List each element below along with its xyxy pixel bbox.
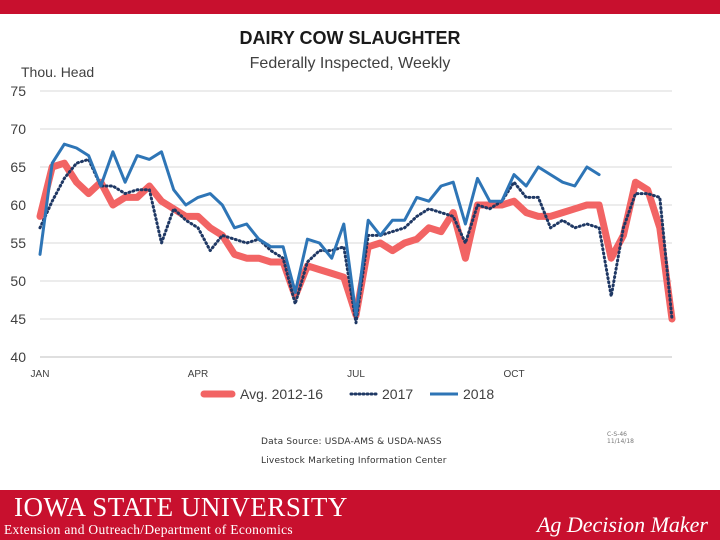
axis-ticks: 75 70 65 60 55 50 45 40 JAN APR JUL OCT	[10, 83, 524, 380]
x-tick-label: OCT	[503, 369, 524, 380]
data-source: Data Source: USDA-AMS & USDA-NASS	[261, 437, 442, 447]
y-tick-label: 50	[10, 273, 26, 289]
chart-code: C-S-46	[607, 431, 627, 438]
y-tick-label: 40	[10, 349, 26, 365]
y-tick-label: 70	[10, 121, 26, 137]
top-brand-bar	[0, 0, 720, 14]
series-line-avg	[36, 159, 676, 323]
gridlines	[40, 90, 672, 358]
y-tick-label: 65	[10, 159, 26, 175]
series-line-2017	[38, 157, 674, 325]
legend-label-avg: Avg. 2012-16	[240, 386, 323, 402]
legend-label-2018: 2018	[463, 386, 494, 402]
brand-name: Ag Decision Maker	[536, 512, 708, 537]
chart: DAIRY COW SLAUGHTER Federally Inspected,…	[10, 28, 676, 402]
data-source-org: Livestock Marketing Information Center	[261, 456, 447, 466]
legend-label-2017: 2017	[382, 386, 413, 402]
y-tick-label: 45	[10, 311, 26, 327]
y-tick-label: 75	[10, 83, 26, 99]
x-tick-label: APR	[188, 369, 209, 380]
chart-title: DAIRY COW SLAUGHTER	[239, 28, 460, 48]
series-lines	[36, 142, 676, 325]
legend: Avg. 2012-16 2017 2018	[200, 386, 494, 402]
x-tick-label: JUL	[347, 369, 365, 380]
university-name: IOWA STATE UNIVERSITY	[14, 492, 348, 522]
footer-subtitle: Extension and Outreach/Department of Eco…	[4, 522, 293, 537]
chart-id-stamp: C-S-46 11/14/18	[607, 431, 634, 445]
chart-subtitle: Federally Inspected, Weekly	[250, 55, 451, 72]
x-tick-label: JAN	[31, 369, 50, 380]
y-tick-label: 60	[10, 197, 26, 213]
series-line-2018	[38, 142, 601, 317]
footer-bar	[0, 490, 720, 540]
chart-date: 11/14/18	[607, 438, 634, 445]
y-axis-label: Thou. Head	[21, 64, 94, 80]
y-tick-label: 55	[10, 235, 26, 251]
